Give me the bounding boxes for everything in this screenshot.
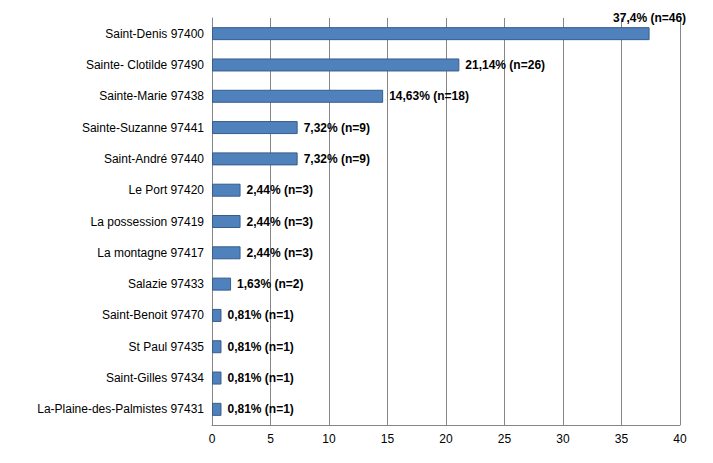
svg-text:20: 20 xyxy=(439,432,453,446)
svg-text:14,63% (n=18): 14,63% (n=18) xyxy=(389,89,469,103)
svg-text:0,81% (n=1): 0,81% (n=1) xyxy=(227,308,293,322)
svg-text:2,44% (n=3): 2,44% (n=3) xyxy=(247,183,313,197)
svg-text:37,4% (n=46): 37,4% (n=46) xyxy=(613,11,686,25)
svg-text:2,44% (n=3): 2,44% (n=3) xyxy=(247,215,313,229)
svg-text:Le Port 97420: Le Port 97420 xyxy=(129,183,205,197)
svg-text:5: 5 xyxy=(267,432,274,446)
svg-text:La possession 97419: La possession 97419 xyxy=(91,215,205,229)
svg-text:0,81% (n=1): 0,81% (n=1) xyxy=(227,371,293,385)
svg-text:Sainte-Marie 97438: Sainte-Marie 97438 xyxy=(99,89,204,103)
svg-text:Sainte-Suzanne 97441: Sainte-Suzanne 97441 xyxy=(82,121,204,135)
svg-text:15: 15 xyxy=(381,432,395,446)
svg-text:10: 10 xyxy=(322,432,336,446)
svg-text:La-Plaine-des-Palmistes 97431: La-Plaine-des-Palmistes 97431 xyxy=(37,402,204,416)
svg-text:7,32% (n=9): 7,32% (n=9) xyxy=(304,121,370,135)
svg-text:Salazie 97433: Salazie 97433 xyxy=(128,277,204,291)
svg-text:Saint-Denis 97400: Saint-Denis 97400 xyxy=(105,27,204,41)
svg-text:25: 25 xyxy=(498,432,512,446)
svg-text:Saint-André 97440: Saint-André 97440 xyxy=(104,152,204,166)
svg-text:30: 30 xyxy=(556,432,570,446)
svg-text:35: 35 xyxy=(615,432,629,446)
svg-text:0: 0 xyxy=(209,432,216,446)
svg-text:2,44% (n=3): 2,44% (n=3) xyxy=(247,246,313,260)
svg-text:Sainte- Clotilde 97490: Sainte- Clotilde 97490 xyxy=(86,58,204,72)
svg-text:0,81% (n=1): 0,81% (n=1) xyxy=(227,402,293,416)
svg-text:St Paul 97435: St Paul 97435 xyxy=(129,340,205,354)
svg-text:La montagne 97417: La montagne 97417 xyxy=(97,246,204,260)
svg-text:Saint-Benoit 97470: Saint-Benoit 97470 xyxy=(102,308,204,322)
svg-text:0,81% (n=1): 0,81% (n=1) xyxy=(227,340,293,354)
svg-text:40: 40 xyxy=(673,432,687,446)
svg-text:21,14% (n=26): 21,14% (n=26) xyxy=(465,58,545,72)
svg-text:7,32% (n=9): 7,32% (n=9) xyxy=(304,152,370,166)
svg-text:1,63% (n=2): 1,63% (n=2) xyxy=(237,277,303,291)
svg-text:Saint-Gilles 97434: Saint-Gilles 97434 xyxy=(106,371,204,385)
